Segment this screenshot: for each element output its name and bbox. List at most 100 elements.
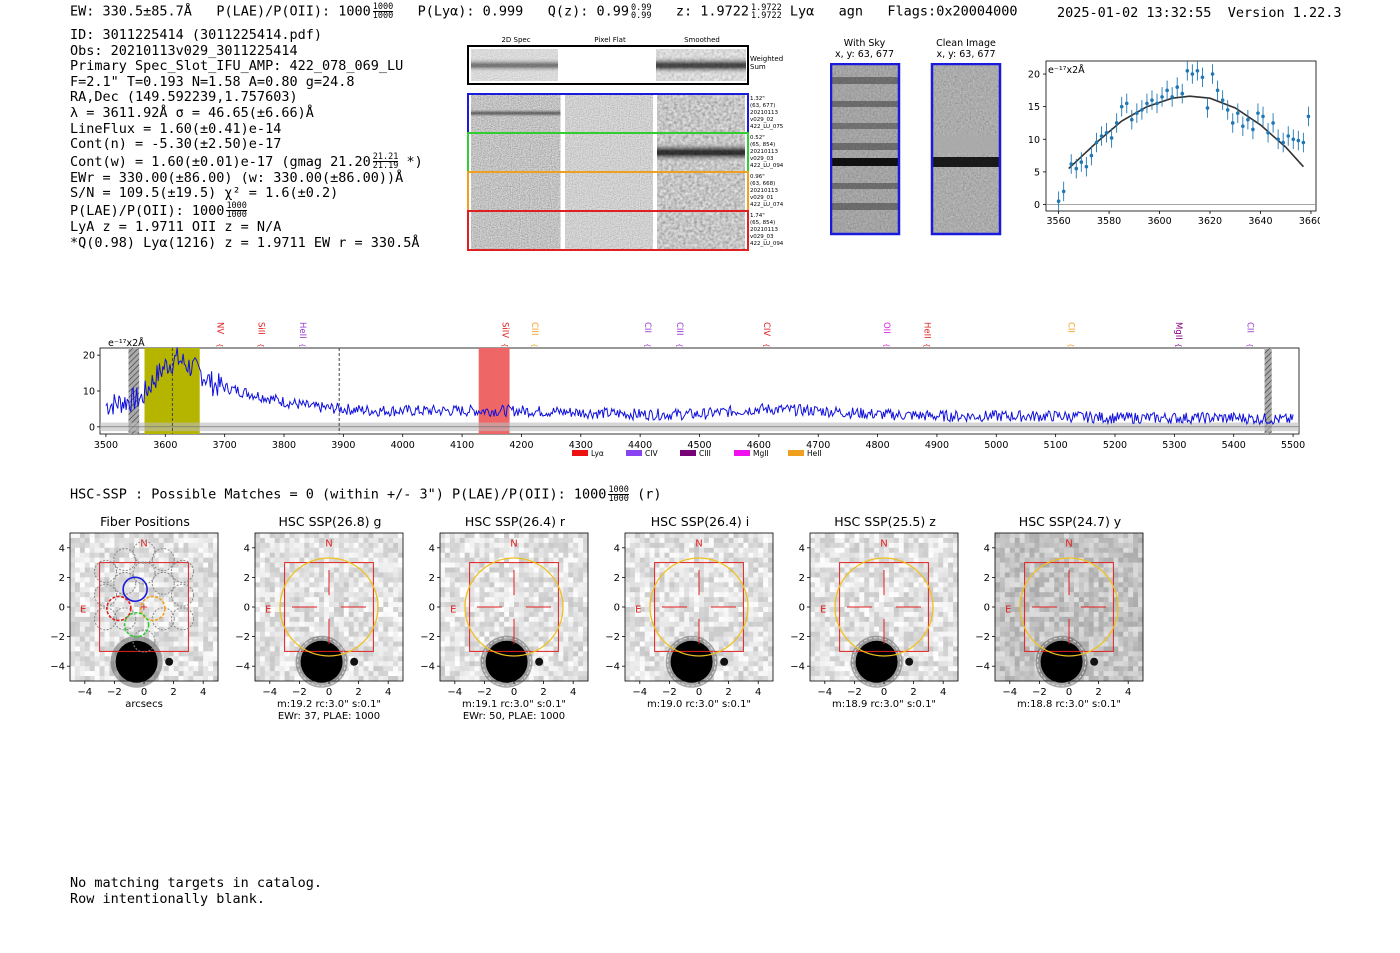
hsc-pixel (523, 557, 530, 563)
hsc-pixel (763, 567, 769, 573)
hsc-pixel (324, 602, 330, 608)
hsc-pixel (713, 542, 720, 549)
hsc-pixel (114, 577, 120, 583)
hsc-pixel (454, 533, 461, 539)
hsc-pixel (543, 537, 549, 544)
hsc-pixel (348, 641, 354, 647)
hsc-pixel (304, 557, 310, 563)
hsc-pixel (578, 646, 584, 652)
hsc-pixel (768, 631, 774, 637)
hsc-pixel (578, 611, 584, 618)
hsc-pixel (89, 626, 95, 632)
fiber-blue (122, 576, 148, 603)
hsc-pixel (654, 641, 660, 647)
hsc-pixel (518, 626, 525, 632)
hsc-pixel (634, 626, 641, 632)
hsc-pixel (274, 636, 280, 642)
hsc-pixel (94, 676, 100, 682)
hsc-pixel (689, 611, 695, 618)
hsc-pixel (449, 631, 456, 637)
hsc-pixel (70, 587, 76, 593)
hsc-pixel (634, 562, 641, 568)
hsc-pixel (733, 651, 739, 657)
hsc-pixel (363, 577, 369, 583)
hsc-pixel (933, 631, 939, 637)
hsc-pixel (743, 651, 749, 657)
hsc-pixel (193, 636, 199, 642)
hsc-pixel (948, 542, 954, 549)
hsc-pixel (839, 533, 845, 539)
hsc-pixel (373, 597, 379, 603)
hsc-pixel (158, 542, 165, 549)
hsc-pixel (753, 671, 759, 677)
hsc-pixel (829, 547, 835, 554)
hsc-pixel (494, 621, 500, 628)
hsc-pixel (903, 616, 909, 623)
hsc-pixel (94, 641, 100, 647)
hsc-pixel (383, 626, 389, 632)
hsc-pixel (264, 547, 271, 554)
hsc-pixel (625, 577, 631, 583)
hsc-pixel (654, 572, 660, 578)
hsc-pixel (509, 533, 515, 539)
hsc-pixel (753, 592, 759, 598)
hsc-pixel (758, 641, 764, 647)
hsc-pixel (84, 547, 91, 554)
hsc-pixel (514, 547, 520, 554)
hsc-pixel (568, 552, 574, 558)
sky-images (830, 63, 1002, 236)
hsc-pixel (89, 611, 95, 618)
hsc-y-tick-label: −4 (235, 662, 250, 673)
hsc-pixel (373, 621, 379, 628)
hsc-pixel (459, 587, 465, 593)
hsc-pixel (674, 582, 680, 588)
hsc-pixel (558, 641, 564, 647)
hsc-pixel (79, 577, 86, 583)
hsc-pixel (469, 676, 475, 682)
hsc-pixel (70, 572, 76, 578)
hsc-pixel (625, 641, 631, 647)
hsc-pixel (874, 607, 880, 613)
zoom-point (1119, 104, 1124, 109)
hsc-pixel (548, 631, 554, 637)
hsc-pixel (708, 562, 715, 568)
zoom-point (1175, 85, 1180, 89)
hsc-pixel (393, 597, 399, 603)
hsc-pixel (255, 621, 261, 628)
hsc-pixel (299, 621, 305, 628)
hsc-pixel (629, 557, 636, 563)
hsc-pixel (768, 636, 774, 642)
hsc-pixel (913, 562, 919, 568)
hsc-pixel (854, 562, 860, 568)
hsc-pixel (908, 552, 914, 558)
hsc-pixel (193, 537, 199, 544)
hsc-pixel (918, 533, 924, 539)
hsc-pixel (338, 537, 345, 544)
hsc-pixel (824, 542, 831, 549)
hsc-pixel (383, 671, 389, 677)
hsc-pixel (703, 537, 710, 544)
hsc-pixel (440, 582, 446, 588)
hsc-pixel (284, 671, 290, 677)
hsc-pixel (669, 567, 675, 573)
hsc-pixel (669, 533, 675, 539)
hsc-pixel (699, 611, 705, 618)
hsc-pixel (538, 552, 544, 558)
hsc-pixel (163, 626, 169, 632)
hsc-pixel (625, 552, 631, 558)
hsc-pixel (923, 636, 929, 642)
hsc-pixel (368, 641, 374, 647)
hsc-pixel (198, 671, 204, 677)
hsc-pixel (269, 626, 276, 632)
hsc-pixel (829, 671, 835, 677)
hsc-pixel (644, 577, 650, 583)
hsc-pixel (893, 676, 900, 682)
hsc-pixel (338, 547, 345, 554)
hsc-pixel (948, 671, 954, 677)
hsc-pixel (259, 602, 266, 608)
spec-x-tick-label: 3900 (331, 440, 355, 451)
hsc-pixel (188, 676, 194, 682)
hsc-pixel (358, 611, 364, 618)
hsc-pixel (134, 607, 140, 613)
hsc-pixel (684, 542, 690, 549)
